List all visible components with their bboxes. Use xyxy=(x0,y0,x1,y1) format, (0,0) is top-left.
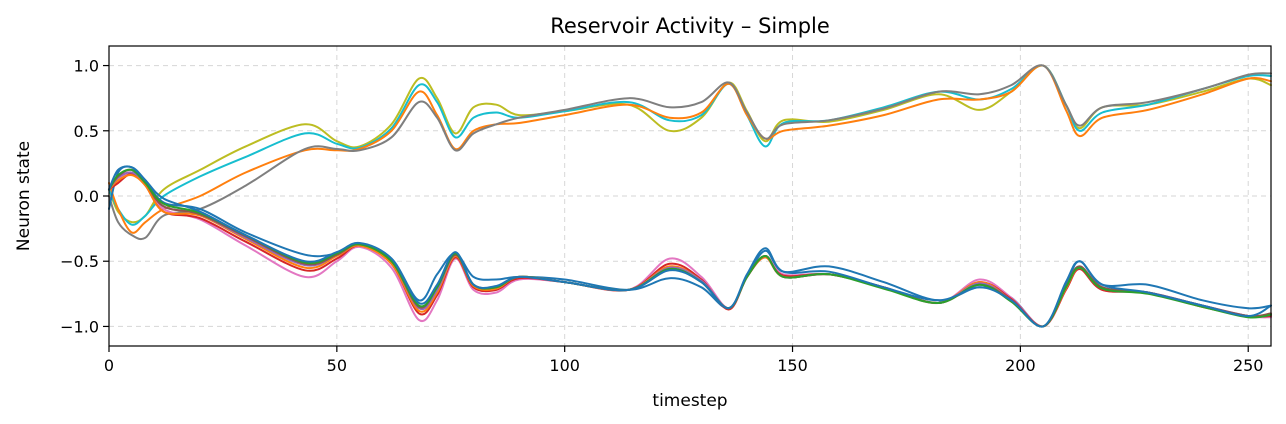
x-tick-label: 0 xyxy=(104,356,114,375)
series-line-3 xyxy=(108,64,1272,234)
x-axis-label: timestep xyxy=(652,391,727,411)
chart-title: Reservoir Activity – Simple xyxy=(550,14,830,38)
y-tick-label: −0.5 xyxy=(60,252,99,271)
y-tick-label: 0.5 xyxy=(74,122,99,141)
x-tick-label: 50 xyxy=(327,356,347,375)
series-line-4 xyxy=(108,64,1272,241)
x-tick-label: 250 xyxy=(1233,356,1264,375)
y-tick-label: 0.0 xyxy=(74,187,99,206)
series-line-2 xyxy=(108,64,1272,226)
y-tick-label: −1.0 xyxy=(60,317,99,336)
series-line-1 xyxy=(108,64,1272,224)
axis-ticks: 0 50 100 150 200 250 1.0 0.5 0.0 −0.5 −1.0 xyxy=(60,57,1263,375)
grid xyxy=(108,46,1271,346)
y-axis-label: Neuron state xyxy=(14,141,34,251)
y-tick-label: 1.0 xyxy=(74,57,99,76)
x-tick-label: 200 xyxy=(1005,356,1036,375)
series-line-12 xyxy=(108,165,1272,328)
series-line-8 xyxy=(108,174,1272,328)
x-tick-label: 150 xyxy=(777,356,808,375)
series-line-5 xyxy=(108,165,1272,328)
x-tick-label: 100 xyxy=(549,356,580,375)
plot-frame xyxy=(108,45,1272,347)
series-lines xyxy=(108,64,1272,328)
series-line-7 xyxy=(108,172,1272,328)
